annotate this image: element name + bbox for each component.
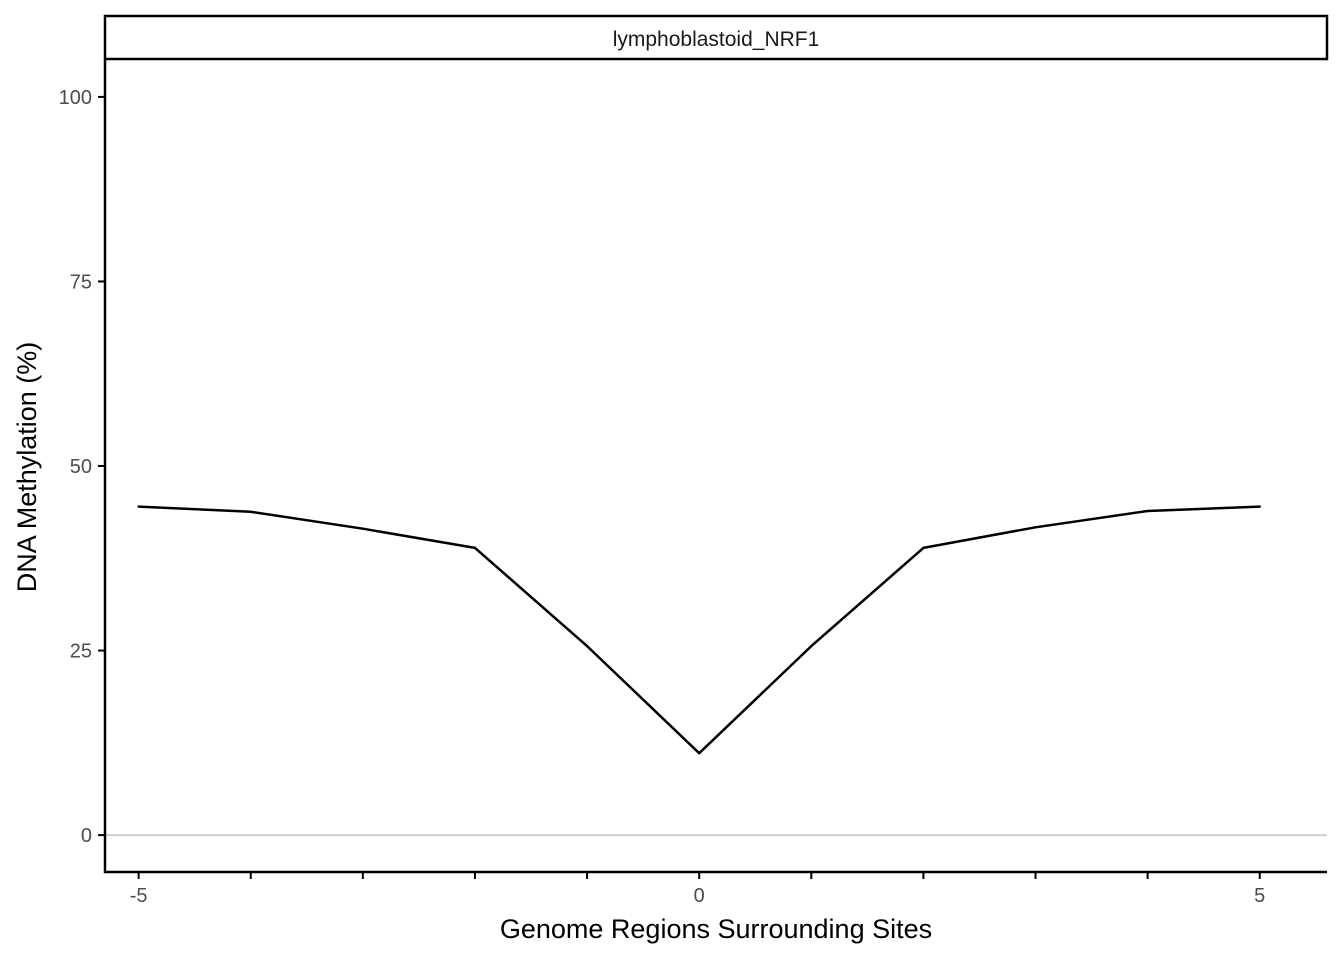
x-axis-title: Genome Regions Surrounding Sites (500, 914, 932, 944)
data-point (1146, 509, 1149, 513)
data-point (473, 546, 477, 550)
data-point (1034, 526, 1037, 529)
data-point (361, 527, 365, 530)
data-point (922, 546, 925, 550)
facet-strip-label: lymphoblastoid_NRF1 (613, 28, 820, 51)
x-tick-label: 5 (1254, 885, 1265, 907)
x-tick-label: -5 (130, 885, 148, 907)
data-point (249, 510, 252, 513)
y-tick-label: 25 (70, 641, 92, 663)
data-point (1258, 505, 1261, 508)
data-point (585, 644, 589, 648)
facet-strip: lymphoblastoid_NRF1 (103, 14, 1329, 61)
y-axis-title: DNA Methylation (%) (12, 342, 42, 593)
data-point (697, 751, 701, 755)
y-tick-label: 0 (81, 825, 92, 847)
data-point (810, 644, 813, 648)
series-line-0 (138, 505, 1260, 755)
x-tick-label: 0 (694, 885, 705, 907)
y-tick-label: 75 (70, 271, 92, 293)
plot-area: 0 25 50 75 100 -5 0 5 (59, 60, 1327, 907)
facet-strip-box (103, 14, 1329, 61)
data-point (137, 505, 140, 508)
y-tick-label: 100 (59, 87, 92, 109)
y-tick-label: 50 (70, 456, 92, 478)
